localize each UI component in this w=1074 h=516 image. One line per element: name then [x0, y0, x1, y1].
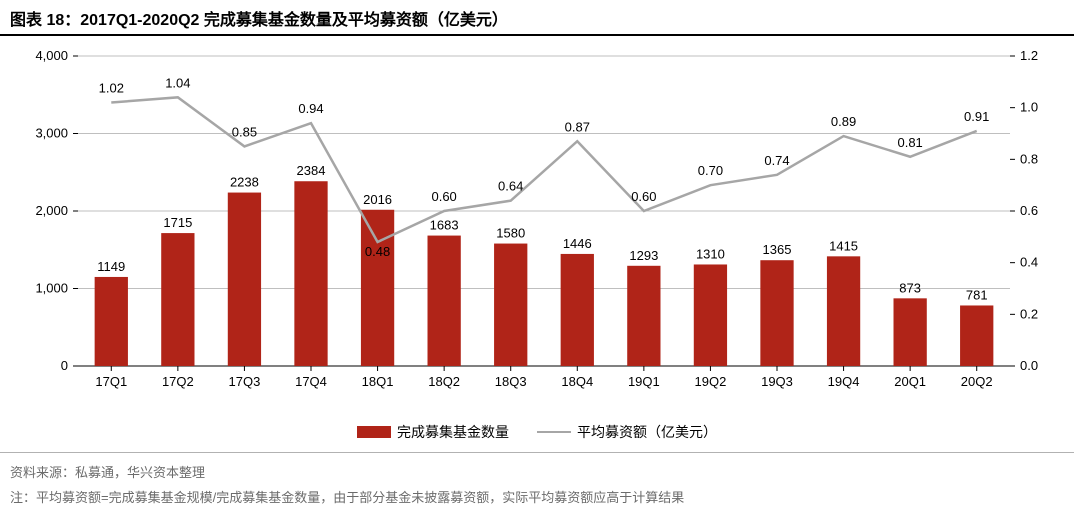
svg-text:19Q3: 19Q3 — [761, 374, 793, 389]
svg-text:17Q1: 17Q1 — [95, 374, 127, 389]
combo-chart-svg: 0 1,000 2,000 3,000 4,000 0.0 0.2 0.4 0.6 0.8 1.0 1… — [0, 36, 1074, 416]
svg-text:1446: 1446 — [563, 236, 592, 251]
svg-text:19Q1: 19Q1 — [628, 374, 660, 389]
svg-text:20Q2: 20Q2 — [961, 374, 993, 389]
legend-swatch-line — [537, 431, 571, 433]
svg-text:2016: 2016 — [363, 192, 392, 207]
svg-text:0.91: 0.91 — [964, 109, 989, 124]
svg-text:0.4: 0.4 — [1020, 255, 1038, 270]
svg-text:18Q1: 18Q1 — [362, 374, 394, 389]
chart-title: 图表 18：2017Q1-2020Q2 完成募集基金数量及平均募资额（亿美元） — [10, 6, 1064, 30]
svg-text:17Q2: 17Q2 — [162, 374, 194, 389]
svg-text:19Q4: 19Q4 — [828, 374, 860, 389]
svg-text:3,000: 3,000 — [35, 126, 68, 141]
footnotes: 资料来源：私募通，华兴资本整理 注：平均募资额=完成募集基金规模/完成募集基金数… — [0, 452, 1074, 516]
svg-text:2238: 2238 — [230, 175, 259, 190]
svg-text:0.81: 0.81 — [897, 135, 922, 150]
svg-text:0.87: 0.87 — [565, 119, 590, 134]
svg-text:17Q3: 17Q3 — [229, 374, 261, 389]
svg-text:0.2: 0.2 — [1020, 306, 1038, 321]
svg-text:1580: 1580 — [496, 226, 525, 241]
svg-text:2,000: 2,000 — [35, 203, 68, 218]
svg-text:0.94: 0.94 — [298, 101, 323, 116]
svg-text:0.8: 0.8 — [1020, 151, 1038, 166]
chart-title-bar: 图表 18：2017Q1-2020Q2 完成募集基金数量及平均募资额（亿美元） — [0, 0, 1074, 36]
legend-swatch-bar — [357, 426, 391, 438]
svg-text:18Q2: 18Q2 — [428, 374, 460, 389]
svg-text:1.04: 1.04 — [165, 75, 190, 90]
svg-text:781: 781 — [966, 287, 988, 302]
source-line: 资料来源：私募通，华兴资本整理 — [10, 461, 1064, 486]
svg-text:0.60: 0.60 — [631, 189, 656, 204]
svg-text:1149: 1149 — [97, 259, 125, 274]
svg-text:0.0: 0.0 — [1020, 358, 1038, 373]
legend-item-line: 平均募资额（亿美元） — [537, 422, 717, 442]
svg-text:18Q4: 18Q4 — [561, 374, 593, 389]
svg-text:1365: 1365 — [763, 242, 792, 257]
svg-text:0.6: 0.6 — [1020, 203, 1038, 218]
svg-text:1,000: 1,000 — [35, 281, 68, 296]
svg-text:2384: 2384 — [297, 163, 326, 178]
svg-text:1.02: 1.02 — [99, 81, 124, 96]
svg-text:0.48: 0.48 — [365, 244, 390, 259]
svg-text:1415: 1415 — [829, 238, 858, 253]
svg-text:0.74: 0.74 — [764, 153, 789, 168]
svg-text:0.60: 0.60 — [431, 189, 456, 204]
svg-text:0.70: 0.70 — [698, 163, 723, 178]
svg-text:1293: 1293 — [629, 248, 658, 263]
chart-container: 0 1,000 2,000 3,000 4,000 0.0 0.2 0.4 0.6 0.8 1.0 1… — [0, 36, 1074, 416]
svg-text:0.64: 0.64 — [498, 179, 523, 194]
svg-text:19Q2: 19Q2 — [695, 374, 727, 389]
svg-text:20Q1: 20Q1 — [894, 374, 926, 389]
svg-text:0.85: 0.85 — [232, 124, 257, 139]
svg-text:0.89: 0.89 — [831, 114, 856, 129]
svg-text:1715: 1715 — [163, 215, 192, 230]
svg-text:17Q4: 17Q4 — [295, 374, 327, 389]
svg-text:4,000: 4,000 — [35, 48, 68, 63]
legend-label-line: 平均募资额（亿美元） — [577, 422, 717, 442]
svg-text:1683: 1683 — [430, 218, 459, 233]
svg-text:1.0: 1.0 — [1020, 100, 1038, 115]
svg-text:873: 873 — [899, 280, 921, 295]
svg-text:18Q3: 18Q3 — [495, 374, 527, 389]
svg-text:1310: 1310 — [696, 246, 725, 261]
legend: 完成募集基金数量 平均募资额（亿美元） — [0, 416, 1074, 452]
svg-text:0: 0 — [61, 358, 68, 373]
note-line: 注：平均募资额=完成募集基金规模/完成募集基金数量，由于部分基金未披露募资额，实… — [10, 486, 1064, 511]
legend-label-bar: 完成募集基金数量 — [397, 422, 509, 442]
svg-text:1.2: 1.2 — [1020, 48, 1038, 63]
legend-item-bar: 完成募集基金数量 — [357, 422, 509, 442]
